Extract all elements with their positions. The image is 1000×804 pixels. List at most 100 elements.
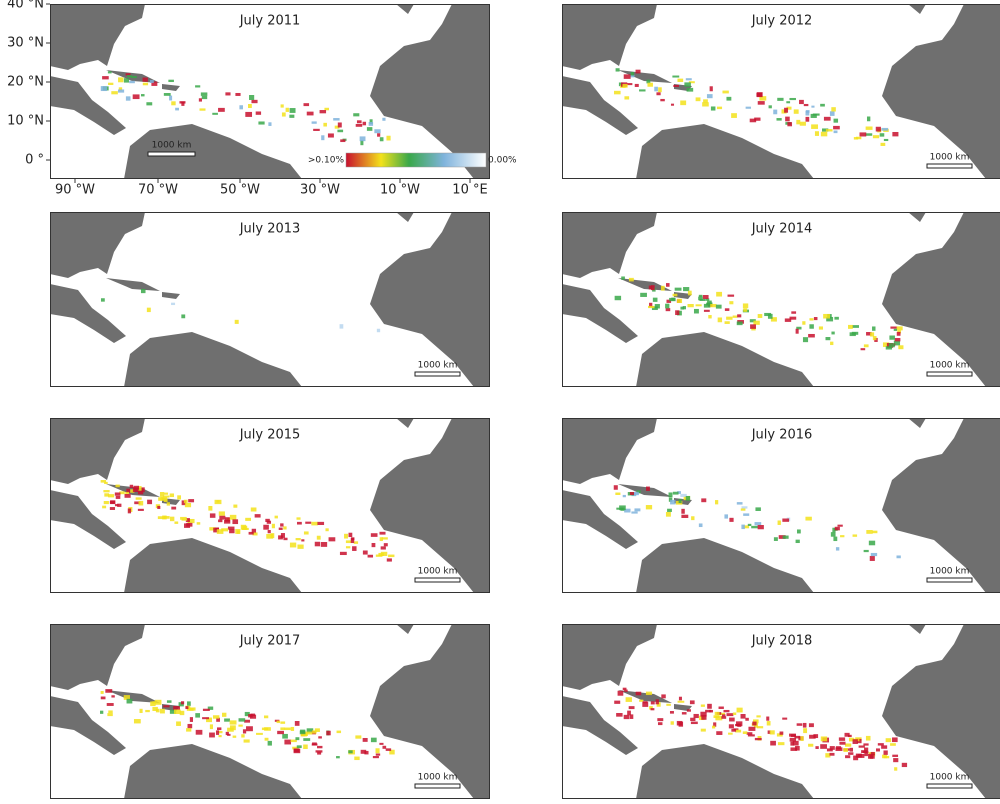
sargassum-patch	[217, 529, 224, 534]
sargassum-patch	[780, 732, 784, 735]
sargassum-patch	[873, 135, 879, 138]
scale-bar	[927, 372, 972, 376]
scale-bar	[415, 784, 460, 788]
sargassum-patch	[219, 511, 225, 515]
sargassum-patch	[764, 313, 771, 316]
sargassum-patch	[297, 545, 303, 549]
sargassum-patch	[675, 310, 679, 315]
sargassum-patch	[702, 102, 709, 106]
sargassum-patch	[290, 543, 296, 548]
sargassum-patch	[156, 709, 160, 713]
sargassum-patch	[748, 734, 755, 736]
sargassum-patch	[873, 336, 877, 340]
sargassum-patch	[355, 735, 361, 738]
sargassum-patch	[338, 122, 342, 127]
sargassum-patch	[737, 502, 743, 504]
sargassum-patch	[108, 83, 113, 85]
sargassum-patch	[349, 533, 353, 537]
sargassum-patch	[181, 314, 185, 318]
sargassum-patch	[789, 98, 796, 100]
sargassum-patch	[803, 337, 808, 342]
sargassum-patch	[809, 735, 816, 739]
sargassum-patch	[304, 103, 310, 106]
sargassum-patch	[129, 81, 135, 83]
sargassum-patch	[371, 738, 377, 743]
sargassum-patch	[102, 506, 106, 509]
sargassum-patch	[282, 734, 288, 739]
sargassum-patch	[238, 725, 242, 727]
sargassum-patch	[185, 503, 191, 507]
sargassum-patch	[213, 715, 219, 718]
sargassum-patch	[758, 525, 764, 529]
sargassum-patch	[170, 517, 174, 521]
sargassum-patch	[769, 105, 772, 108]
sargassum-patch	[819, 326, 823, 329]
sargassum-patch	[866, 126, 873, 129]
x-axis-label: 10 °E	[452, 183, 487, 198]
sargassum-patch	[312, 743, 318, 745]
sargassum-patch	[725, 321, 730, 324]
sargassum-patch	[351, 537, 354, 540]
sargassum-patch	[791, 734, 796, 737]
sargassum-patch	[715, 500, 718, 504]
sargassum-patch	[320, 110, 326, 113]
sargassum-patch	[658, 722, 662, 725]
sargassum-patch	[147, 308, 151, 312]
y-axis-label: 30 °N	[7, 36, 44, 51]
sargassum-patch	[222, 713, 226, 717]
sargassum-patch	[725, 308, 729, 311]
sargassum-patch	[152, 701, 155, 703]
sargassum-patch	[728, 733, 733, 735]
sargassum-patch	[624, 690, 628, 692]
sargassum-patch	[804, 104, 809, 106]
sargassum-patch	[777, 98, 783, 101]
sargassum-patch	[277, 731, 284, 734]
sargassum-patch	[368, 555, 373, 558]
sargassum-patch	[716, 305, 722, 309]
sargassum-patch	[758, 314, 763, 318]
sargassum-patch	[774, 537, 778, 541]
sargassum-patch	[654, 87, 658, 92]
sargassum-patch	[233, 736, 237, 738]
sargassum-patch	[803, 728, 807, 733]
sargassum-patch	[701, 715, 706, 720]
panel-title: July 2016	[751, 428, 813, 443]
sargassum-patch	[303, 738, 310, 741]
x-axis-label: 50 °W	[220, 183, 260, 198]
sargassum-patch	[848, 735, 852, 737]
sargassum-patch	[796, 120, 800, 124]
sargassum-patch	[631, 72, 634, 75]
sargassum-patch	[691, 722, 698, 724]
sargassum-patch	[181, 701, 184, 704]
sargassum-patch	[848, 325, 853, 329]
sargassum-patch	[133, 94, 140, 99]
sargassum-patch	[743, 308, 747, 312]
sargassum-patch	[202, 96, 207, 99]
sargassum-patch	[280, 727, 285, 730]
sargassum-patch	[255, 514, 261, 517]
sargassum-patch	[729, 518, 733, 522]
sargassum-patch	[753, 321, 759, 325]
sargassum-patch	[694, 309, 699, 314]
sargassum-patch	[108, 710, 112, 713]
sargassum-patch	[169, 96, 172, 101]
sargassum-patch	[836, 746, 841, 749]
sargassum-patch	[743, 731, 748, 734]
sargassum-patch	[791, 311, 796, 313]
sargassum-patch	[340, 139, 345, 142]
sargassum-patch	[186, 728, 191, 731]
sargassum-patch	[233, 505, 237, 508]
sargassum-patch	[384, 543, 388, 546]
sargassum-patch	[735, 730, 741, 733]
sargassum-patch	[168, 80, 174, 82]
sargassum-patch	[372, 543, 376, 547]
sargassum-patch	[296, 538, 301, 540]
sargassum-patch	[326, 731, 330, 736]
sargassum-patch	[124, 78, 129, 82]
sargassum-patch	[717, 107, 722, 110]
sargassum-patch	[864, 550, 869, 552]
sargassum-patch	[704, 310, 710, 312]
sargassum-patch	[323, 123, 327, 127]
sargassum-patch	[729, 301, 733, 304]
